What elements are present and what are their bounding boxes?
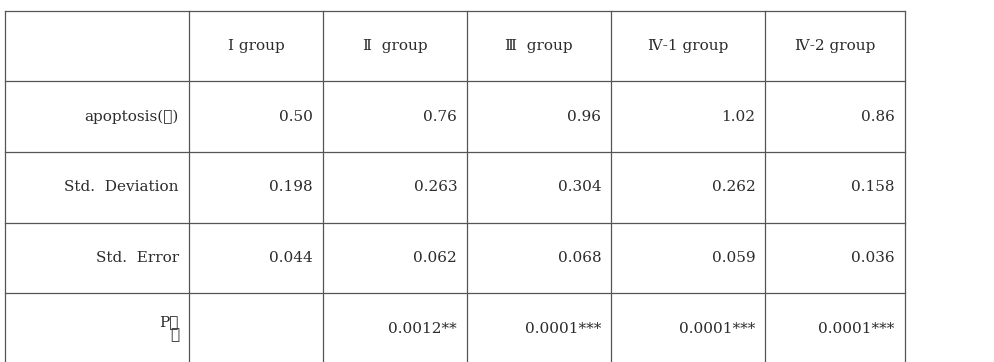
Text: 0.262: 0.262 <box>712 180 755 194</box>
Text: 0.0012**: 0.0012** <box>389 321 457 336</box>
Text: 0.059: 0.059 <box>712 251 755 265</box>
Text: 0.158: 0.158 <box>851 180 895 194</box>
Text: P값
의: P값 의 <box>160 315 179 342</box>
Text: 0.76: 0.76 <box>423 110 457 124</box>
Text: Ⅲ  group: Ⅲ group <box>505 39 574 53</box>
Text: Ⅳ-2 group: Ⅳ-2 group <box>795 39 875 53</box>
Text: 0.86: 0.86 <box>861 110 895 124</box>
Text: Std.  Deviation: Std. Deviation <box>65 180 179 194</box>
Text: 0.198: 0.198 <box>269 180 313 194</box>
Text: 0.036: 0.036 <box>851 251 895 265</box>
Text: 0.068: 0.068 <box>558 251 601 265</box>
Text: 0.263: 0.263 <box>414 180 457 194</box>
Text: 1.02: 1.02 <box>722 110 755 124</box>
Text: 0.96: 0.96 <box>568 110 601 124</box>
Text: apoptosis(개): apoptosis(개) <box>84 110 179 124</box>
Text: 0.0001***: 0.0001*** <box>679 321 755 336</box>
Text: 0.0001***: 0.0001*** <box>525 321 601 336</box>
Text: Ⅱ  group: Ⅱ group <box>363 39 427 53</box>
Text: Ⅳ-1 group: Ⅳ-1 group <box>648 39 729 53</box>
Text: 0.062: 0.062 <box>414 251 457 265</box>
Text: I group: I group <box>228 39 284 53</box>
Text: Std.  Error: Std. Error <box>95 251 179 265</box>
Text: 0.044: 0.044 <box>269 251 313 265</box>
Text: 0.0001***: 0.0001*** <box>818 321 895 336</box>
Text: 0.304: 0.304 <box>558 180 601 194</box>
Text: 0.50: 0.50 <box>279 110 313 124</box>
